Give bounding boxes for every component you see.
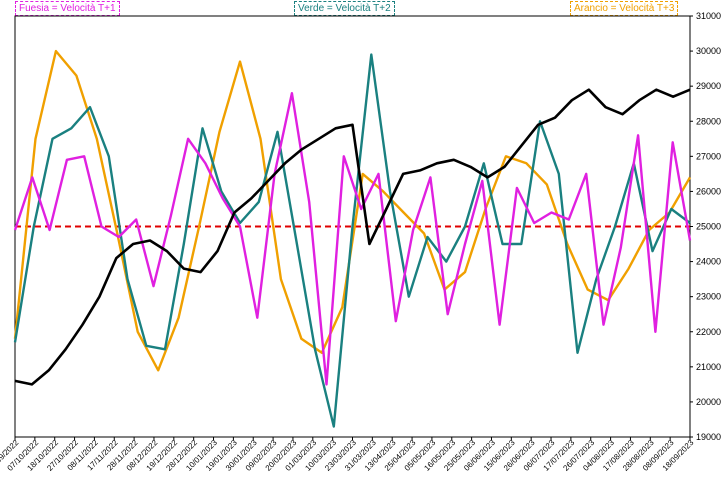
- y-tick-label: 27000: [696, 151, 721, 161]
- y-tick-label: 31000: [696, 11, 721, 21]
- y-tick-label: 26000: [696, 186, 721, 196]
- x-axis: 28/09/202207/10/202218/10/202227/10/2022…: [0, 437, 696, 473]
- series-line-2: [13, 53, 691, 428]
- y-tick-label: 25000: [696, 222, 721, 232]
- y-tick-label: 29000: [696, 81, 721, 91]
- y-axis: 19000 20000 21000 22000 23000 24000 25000 26000…: [690, 11, 721, 442]
- y-tick-label: 28000: [696, 116, 721, 126]
- series-line-0: [14, 88, 691, 386]
- y-tick-label: 24000: [696, 257, 721, 267]
- series-layer: [13, 49, 692, 428]
- y-tick-label: 30000: [696, 46, 721, 56]
- y-tick-label: 22000: [696, 327, 721, 337]
- y-tick-label: 21000: [696, 362, 721, 372]
- y-tick-label: 23000: [696, 292, 721, 302]
- series-line-1: [13, 91, 692, 386]
- y-tick-label: 19000: [696, 432, 721, 442]
- y-tick-label: 20000: [696, 397, 721, 407]
